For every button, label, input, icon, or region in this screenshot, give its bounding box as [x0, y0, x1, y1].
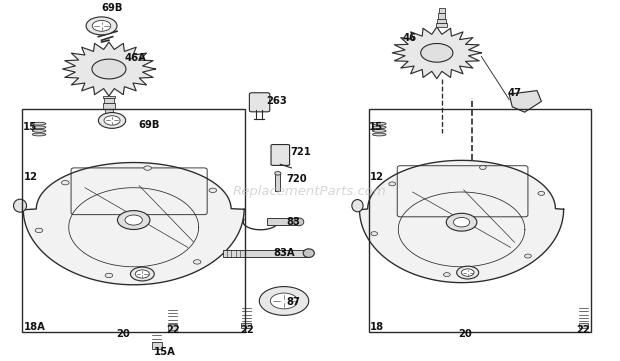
Bar: [241, 322, 251, 328]
Circle shape: [525, 254, 531, 258]
Text: 22: 22: [576, 325, 590, 335]
Polygon shape: [24, 162, 244, 285]
Text: 18: 18: [370, 322, 384, 332]
Bar: [436, 23, 448, 27]
Ellipse shape: [32, 130, 46, 132]
Text: 87: 87: [286, 297, 300, 307]
Text: 69B: 69B: [138, 120, 159, 130]
Circle shape: [35, 228, 43, 232]
Bar: [152, 342, 162, 349]
Bar: [275, 173, 280, 191]
Bar: [223, 249, 309, 257]
Ellipse shape: [303, 249, 314, 257]
Ellipse shape: [32, 133, 46, 136]
Bar: [104, 98, 113, 103]
Bar: [103, 96, 115, 98]
Circle shape: [259, 287, 309, 316]
Bar: [579, 322, 588, 328]
Circle shape: [209, 188, 216, 192]
Circle shape: [117, 210, 150, 230]
Circle shape: [421, 43, 453, 62]
Bar: [439, 8, 445, 13]
Text: 15: 15: [22, 122, 37, 131]
Bar: [104, 103, 115, 109]
Circle shape: [443, 273, 450, 277]
Circle shape: [270, 293, 298, 309]
Circle shape: [86, 17, 117, 35]
Bar: [267, 218, 299, 226]
Ellipse shape: [373, 130, 386, 132]
Text: 83A: 83A: [273, 248, 294, 258]
Bar: [369, 109, 591, 331]
Circle shape: [479, 165, 486, 169]
Polygon shape: [392, 27, 481, 79]
Circle shape: [135, 270, 149, 278]
Ellipse shape: [14, 199, 27, 212]
Text: 22: 22: [167, 325, 180, 335]
Circle shape: [130, 267, 154, 281]
Circle shape: [446, 213, 477, 231]
Circle shape: [105, 273, 113, 278]
Text: 720: 720: [286, 174, 307, 184]
Bar: [105, 109, 113, 114]
Circle shape: [92, 59, 126, 79]
Text: 46: 46: [403, 34, 417, 43]
Text: 12: 12: [370, 172, 384, 182]
Text: 69B: 69B: [101, 3, 122, 13]
Bar: [438, 19, 446, 23]
Bar: [438, 13, 446, 19]
Circle shape: [104, 116, 120, 125]
Bar: [106, 114, 112, 119]
Text: 83: 83: [286, 217, 300, 227]
Text: 12: 12: [24, 172, 38, 182]
Text: 20: 20: [117, 330, 130, 339]
Text: ReplacementParts.com: ReplacementParts.com: [233, 185, 387, 198]
Polygon shape: [63, 42, 156, 96]
Polygon shape: [509, 91, 541, 112]
Ellipse shape: [373, 133, 386, 136]
Circle shape: [61, 180, 69, 185]
Ellipse shape: [373, 126, 386, 129]
FancyBboxPatch shape: [271, 144, 290, 165]
Bar: [22, 109, 245, 331]
Ellipse shape: [294, 218, 304, 226]
Circle shape: [538, 191, 544, 195]
Circle shape: [144, 166, 151, 170]
Ellipse shape: [32, 122, 46, 125]
Circle shape: [461, 269, 474, 276]
Circle shape: [389, 182, 396, 186]
Text: 15: 15: [369, 122, 383, 131]
Circle shape: [453, 217, 470, 227]
Circle shape: [371, 232, 378, 236]
Text: 15A: 15A: [154, 347, 176, 357]
Text: 18A: 18A: [24, 322, 45, 332]
Text: 721: 721: [290, 147, 311, 157]
Ellipse shape: [275, 171, 281, 175]
Text: 20: 20: [458, 330, 472, 339]
Ellipse shape: [352, 200, 363, 212]
Text: 46A: 46A: [125, 53, 146, 63]
FancyBboxPatch shape: [249, 93, 270, 112]
Text: 22: 22: [241, 325, 254, 335]
Bar: [169, 324, 177, 330]
Polygon shape: [360, 160, 564, 283]
Text: 47: 47: [508, 88, 522, 99]
Circle shape: [125, 215, 143, 225]
Circle shape: [92, 21, 111, 31]
Ellipse shape: [32, 126, 46, 129]
Text: 263: 263: [267, 96, 288, 106]
Ellipse shape: [373, 122, 386, 125]
Circle shape: [99, 113, 126, 129]
Circle shape: [193, 260, 201, 264]
Circle shape: [457, 266, 479, 279]
